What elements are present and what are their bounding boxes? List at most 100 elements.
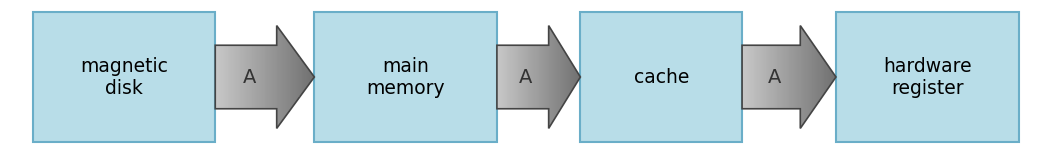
- Polygon shape: [259, 45, 262, 109]
- Polygon shape: [756, 45, 757, 109]
- Polygon shape: [776, 45, 777, 109]
- Polygon shape: [306, 68, 309, 86]
- Polygon shape: [237, 45, 238, 109]
- Polygon shape: [244, 45, 245, 109]
- Polygon shape: [226, 45, 228, 109]
- Polygon shape: [754, 45, 755, 109]
- Polygon shape: [249, 45, 250, 109]
- Polygon shape: [222, 45, 223, 109]
- Polygon shape: [782, 45, 783, 109]
- Polygon shape: [257, 45, 258, 109]
- Polygon shape: [794, 45, 795, 109]
- Polygon shape: [273, 45, 275, 109]
- FancyBboxPatch shape: [836, 12, 1019, 142]
- Polygon shape: [289, 42, 290, 112]
- Polygon shape: [834, 75, 835, 79]
- Polygon shape: [751, 45, 753, 109]
- Polygon shape: [819, 54, 821, 100]
- Polygon shape: [219, 45, 221, 109]
- Polygon shape: [793, 45, 794, 109]
- Polygon shape: [771, 45, 773, 109]
- Polygon shape: [218, 45, 219, 109]
- Polygon shape: [258, 45, 259, 109]
- Polygon shape: [823, 59, 824, 95]
- Polygon shape: [803, 30, 804, 124]
- Polygon shape: [252, 45, 253, 109]
- Polygon shape: [773, 45, 774, 109]
- Polygon shape: [277, 27, 278, 127]
- Polygon shape: [236, 45, 237, 109]
- Polygon shape: [833, 73, 834, 81]
- Polygon shape: [282, 34, 283, 120]
- Polygon shape: [795, 45, 796, 109]
- Polygon shape: [778, 45, 779, 109]
- Polygon shape: [245, 45, 246, 109]
- Text: A: A: [519, 67, 532, 87]
- Polygon shape: [799, 45, 801, 109]
- FancyBboxPatch shape: [581, 12, 742, 142]
- Polygon shape: [806, 36, 808, 118]
- Polygon shape: [298, 56, 299, 98]
- Polygon shape: [825, 63, 826, 91]
- Polygon shape: [310, 71, 311, 83]
- Polygon shape: [272, 45, 273, 109]
- Polygon shape: [748, 45, 749, 109]
- Polygon shape: [281, 32, 282, 122]
- Polygon shape: [814, 46, 815, 108]
- Polygon shape: [768, 45, 769, 109]
- Polygon shape: [826, 64, 827, 90]
- Polygon shape: [217, 45, 218, 109]
- Polygon shape: [286, 39, 287, 115]
- Polygon shape: [292, 47, 293, 107]
- Polygon shape: [291, 46, 292, 108]
- Polygon shape: [815, 47, 816, 107]
- Polygon shape: [311, 73, 312, 81]
- Polygon shape: [238, 45, 240, 109]
- Polygon shape: [283, 36, 285, 118]
- Polygon shape: [780, 45, 782, 109]
- Polygon shape: [266, 45, 268, 109]
- Polygon shape: [821, 56, 822, 98]
- Polygon shape: [827, 66, 828, 88]
- Polygon shape: [303, 63, 304, 91]
- Polygon shape: [230, 45, 231, 109]
- Polygon shape: [784, 45, 786, 109]
- Polygon shape: [818, 53, 819, 101]
- Polygon shape: [240, 45, 242, 109]
- Polygon shape: [231, 45, 232, 109]
- Polygon shape: [271, 45, 272, 109]
- Polygon shape: [224, 45, 225, 109]
- Polygon shape: [811, 41, 812, 113]
- Polygon shape: [792, 45, 793, 109]
- Text: main
memory: main memory: [366, 57, 445, 97]
- Polygon shape: [270, 45, 271, 109]
- Polygon shape: [278, 29, 279, 125]
- Text: cache: cache: [634, 67, 689, 87]
- Polygon shape: [225, 45, 226, 109]
- Polygon shape: [813, 44, 814, 110]
- Polygon shape: [297, 54, 298, 100]
- Polygon shape: [248, 45, 249, 109]
- Polygon shape: [287, 41, 289, 113]
- Text: A: A: [243, 67, 255, 87]
- Polygon shape: [789, 45, 790, 109]
- Polygon shape: [774, 45, 775, 109]
- Polygon shape: [831, 69, 832, 85]
- Polygon shape: [783, 45, 784, 109]
- Polygon shape: [798, 45, 799, 109]
- Polygon shape: [804, 32, 805, 122]
- Polygon shape: [764, 45, 765, 109]
- Polygon shape: [742, 45, 744, 109]
- Polygon shape: [749, 45, 750, 109]
- Polygon shape: [275, 45, 276, 109]
- Polygon shape: [750, 45, 751, 109]
- Polygon shape: [290, 44, 291, 110]
- Polygon shape: [279, 30, 281, 124]
- Polygon shape: [832, 71, 833, 83]
- Polygon shape: [787, 45, 788, 109]
- Polygon shape: [760, 45, 763, 109]
- FancyBboxPatch shape: [32, 12, 215, 142]
- Polygon shape: [295, 51, 296, 103]
- Polygon shape: [228, 45, 229, 109]
- Text: hardware
register: hardware register: [883, 57, 972, 97]
